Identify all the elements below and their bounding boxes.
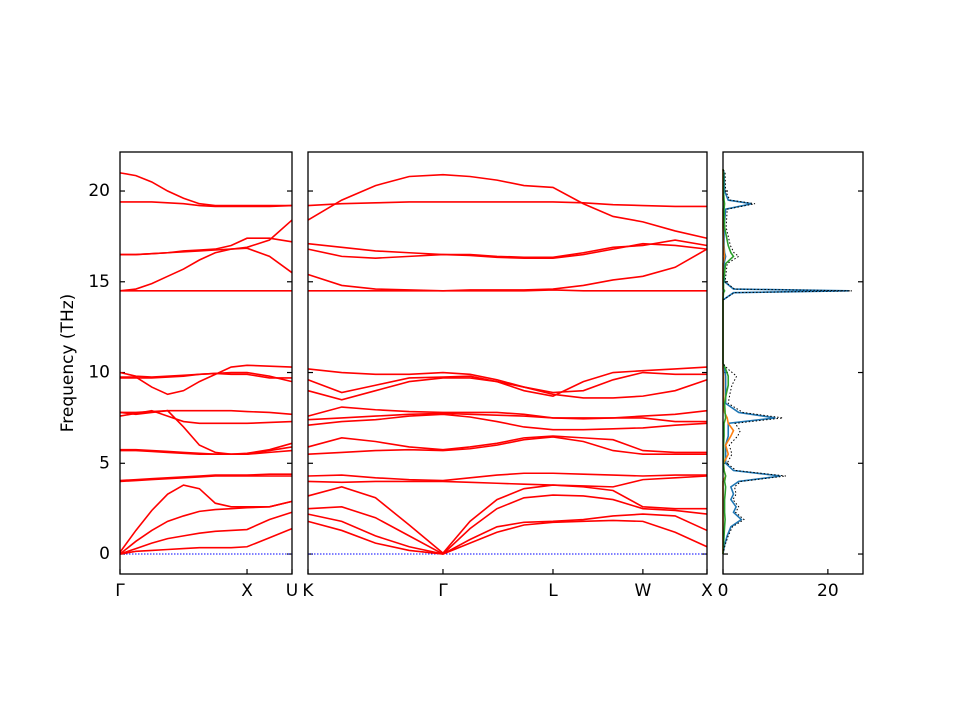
band	[307, 366, 708, 397]
band	[307, 435, 707, 454]
band	[307, 519, 708, 555]
band	[119, 511, 293, 555]
band	[307, 242, 708, 259]
band	[307, 409, 708, 421]
band	[308, 289, 707, 292]
x-tick-label: W	[634, 581, 651, 601]
band	[120, 237, 293, 256]
band	[307, 406, 707, 423]
band	[307, 484, 707, 555]
x-tick-label: K	[302, 581, 314, 601]
band	[307, 475, 708, 488]
band	[307, 472, 707, 482]
band	[120, 364, 293, 396]
band	[307, 201, 707, 208]
band	[120, 409, 293, 416]
band	[119, 172, 292, 207]
x-tick-label: 0	[718, 581, 729, 601]
band	[120, 201, 293, 208]
band	[307, 239, 708, 259]
dos-curve	[722, 168, 852, 555]
x-tick-label: X	[241, 581, 253, 601]
y-tick-label: 15	[88, 272, 110, 292]
x-tick-label: X	[701, 581, 713, 601]
band	[307, 413, 708, 431]
band	[119, 527, 293, 555]
band	[307, 513, 708, 555]
y-axis-label: Frequency (THz)	[58, 294, 78, 433]
x-tick-label: Γ	[438, 581, 448, 601]
band	[307, 248, 708, 292]
x-tick-label: U	[286, 581, 298, 601]
dos-curve	[722, 169, 735, 555]
axes-frame	[307, 151, 708, 575]
band	[307, 436, 707, 456]
band	[119, 409, 293, 456]
band	[119, 484, 293, 553]
axes-frame	[119, 151, 293, 575]
band	[307, 173, 708, 239]
band	[307, 377, 708, 401]
band	[119, 219, 293, 292]
band	[120, 442, 293, 456]
band	[307, 494, 708, 556]
y-tick-label: 5	[99, 453, 110, 473]
y-tick-label: 20	[88, 181, 110, 201]
x-tick-label: L	[548, 581, 558, 601]
band	[119, 475, 292, 483]
band	[307, 368, 707, 394]
x-tick-label: 20	[817, 581, 839, 601]
y-tick-label: 10	[88, 363, 110, 383]
band	[119, 371, 292, 379]
axes-frame	[722, 151, 864, 575]
y-tick-label: 0	[99, 544, 110, 564]
x-tick-label: Γ	[115, 581, 125, 601]
band	[119, 473, 292, 482]
